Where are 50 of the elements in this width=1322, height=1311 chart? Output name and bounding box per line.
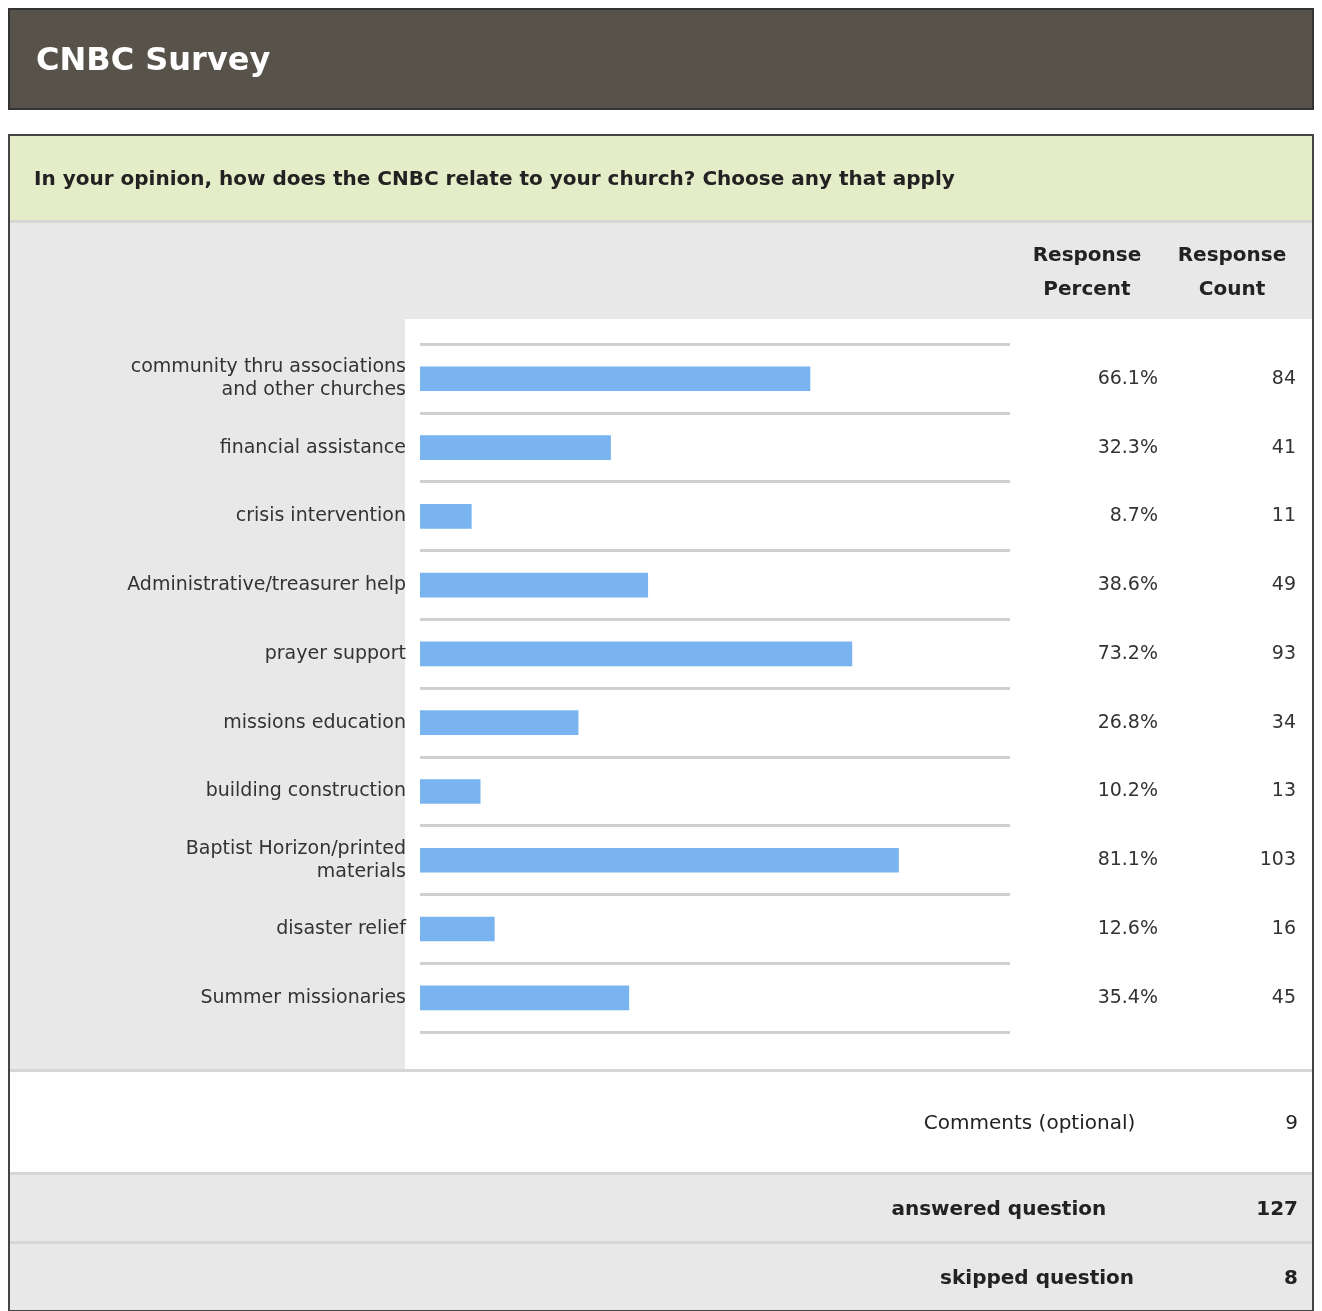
- text: 11: [1271, 503, 1296, 526]
- bar: [420, 641, 853, 667]
- bar: [420, 916, 495, 942]
- text: Response Count: [1176, 241, 1288, 302]
- bar: [420, 572, 649, 598]
- text: Comments (optional): [923, 1110, 1136, 1134]
- bar: [420, 779, 481, 804]
- text: 8: [1284, 1265, 1298, 1289]
- y-tick-label: missions education: [223, 709, 406, 732]
- data-label: 26.8%: [1097, 709, 1158, 732]
- y-tick-label: disaster relief: [276, 915, 408, 938]
- text: 41: [1271, 434, 1296, 457]
- bar: [420, 847, 899, 873]
- text: 127: [1256, 1196, 1298, 1220]
- y-tick-label: community thru associations and other churches: [130, 354, 406, 400]
- text: Response Percent: [1031, 241, 1143, 302]
- y-tick-label: Summer missionaries: [200, 984, 406, 1007]
- y-tick-label: financial assistance: [219, 434, 406, 457]
- text: 93: [1271, 640, 1296, 663]
- y-tick-label: Administrative/treasurer help: [127, 572, 406, 595]
- data-label: 32.3%: [1097, 434, 1158, 457]
- text: 103: [1259, 847, 1296, 870]
- data-label: 35.4%: [1097, 984, 1158, 1007]
- text: 9: [1285, 1110, 1298, 1134]
- text: CNBC Survey: [8, 8, 1314, 110]
- y-tick-label: Baptist Horizon/printed materials: [185, 835, 406, 881]
- data-label: 8.7%: [1109, 503, 1158, 526]
- y-tick-label: prayer support: [264, 640, 406, 663]
- bar: [420, 985, 630, 1011]
- bar: [420, 710, 579, 736]
- y-tick-label: crisis intervention: [235, 503, 406, 526]
- text: answered question: [891, 1196, 1107, 1220]
- data-label: 66.1%: [1097, 365, 1158, 388]
- chart-subtitle: In your opinion, how does the CNBC relate to your church? Choose any that apply: [10, 136, 1312, 220]
- text: 13: [1271, 778, 1296, 801]
- data-label: 12.6%: [1097, 915, 1158, 938]
- data-label: 73.2%: [1097, 640, 1158, 663]
- text: skipped question: [940, 1265, 1135, 1289]
- bar: [420, 366, 811, 392]
- data-label: 81.1%: [1097, 847, 1158, 870]
- bar: [420, 504, 472, 529]
- text: 84: [1271, 365, 1296, 388]
- data-label: 38.6%: [1097, 572, 1158, 595]
- y-tick-label: building construction: [205, 778, 406, 801]
- text: 34: [1271, 709, 1296, 732]
- bar: [420, 435, 611, 460]
- text: 49: [1271, 572, 1296, 595]
- text: 45: [1271, 984, 1296, 1007]
- data-label: 10.2%: [1097, 778, 1158, 801]
- text: 16: [1271, 915, 1296, 938]
